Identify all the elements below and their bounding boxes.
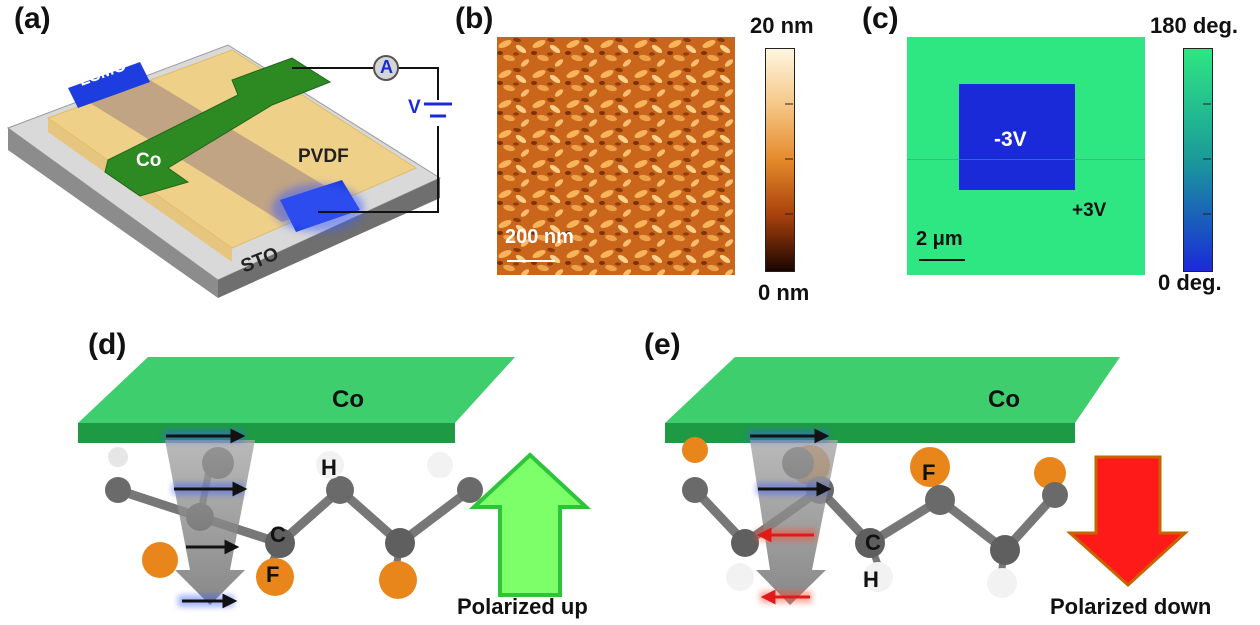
colorbar-b <box>765 48 795 272</box>
carbon-atom <box>855 528 885 558</box>
atom-label-h-d: H <box>321 455 337 480</box>
carbon-atom <box>265 528 295 558</box>
co-slab-front <box>78 423 455 443</box>
ammeter-icon <box>373 55 399 81</box>
afm-topography-image <box>497 37 735 275</box>
co-slab-top <box>78 357 515 423</box>
sto-substrate-front <box>8 128 218 298</box>
fluorine-atom <box>256 558 294 596</box>
scalebar-c-label: 2 μm <box>916 228 963 250</box>
panel-label-a: (a) <box>14 2 51 35</box>
fluorine-atom <box>379 561 417 599</box>
hydrogen-atom <box>316 451 344 479</box>
polarization-down-arrow <box>1066 455 1189 588</box>
co-electrode-label-e: Co <box>988 386 1020 413</box>
colorbar-c-min: 0 deg. <box>1158 270 1222 295</box>
fluorine-atom <box>910 447 950 487</box>
hydrogen-atom <box>427 452 453 478</box>
co-label: Co <box>136 150 162 171</box>
fluorine-atom <box>682 437 708 463</box>
fluorine-atom <box>142 542 178 578</box>
polarized-down-diagram <box>665 357 1189 605</box>
polarized-up-diagram <box>78 357 592 609</box>
pvdf-label: PVDF <box>298 146 349 167</box>
voltage-label: V <box>408 97 421 118</box>
colorbar-b-ticks <box>785 103 793 215</box>
hydrogen-atom <box>726 563 754 591</box>
dipole-arrow <box>750 440 838 605</box>
carbon-atom <box>731 529 759 557</box>
spin-arrows <box>750 428 832 497</box>
co-electrode <box>104 57 332 197</box>
outer-voltage-label: +3V <box>1072 200 1107 221</box>
panel-label-c: (c) <box>862 2 899 35</box>
hydrogen-atom <box>863 562 893 592</box>
carbon-atom <box>385 528 415 558</box>
pfm-phase-image <box>907 37 1145 275</box>
dipole-arrow <box>165 440 255 605</box>
polarized-up-caption: Polarized up <box>457 594 588 619</box>
inner-voltage-label: -3V <box>994 128 1027 151</box>
carbon-atom <box>990 535 1020 565</box>
poled-region <box>959 84 1075 190</box>
colorbar-b-max: 20 nm <box>750 13 814 38</box>
hydrogen-atom <box>987 568 1017 598</box>
lsmo-strip <box>90 80 345 222</box>
carbon-atom <box>682 477 708 503</box>
atom-label-f-e: F <box>922 460 936 485</box>
co-slab-top <box>665 357 1120 423</box>
colorbar-c-ticks <box>1203 103 1211 215</box>
panel-label-d: (d) <box>88 328 127 361</box>
co-electrode-label-d: Co <box>332 386 364 413</box>
polarized-down-caption: Polarized down <box>1050 594 1212 619</box>
carbon-atom <box>925 485 955 515</box>
hydrogen-atom <box>108 447 128 467</box>
carbon-atom <box>457 477 483 503</box>
atom-label-c-e: C <box>865 530 881 555</box>
carbon-atom <box>105 477 131 503</box>
fluorine-atom <box>1034 457 1066 489</box>
scalebar-c <box>919 259 965 261</box>
co-slab-front <box>665 423 1075 443</box>
colorbar-c <box>1183 48 1213 272</box>
polarization-up-arrow <box>468 452 592 597</box>
spin-arrows <box>166 428 248 609</box>
colorbar-b-min: 0 nm <box>758 280 810 305</box>
ammeter-label: A <box>380 57 393 77</box>
carbon-atom <box>1042 482 1068 508</box>
atom-label-h-e: H <box>863 567 879 592</box>
reversed-spin-arrows <box>756 527 814 605</box>
carbon-atom <box>326 476 354 504</box>
atom-label-c-d: C <box>270 522 286 547</box>
scalebar-b-label: 200 nm <box>505 226 574 248</box>
atom-label-f-d: F <box>266 562 280 587</box>
carbon-chain <box>116 483 473 549</box>
lsmo-pad-left <box>68 62 150 108</box>
device-schematic <box>6 44 452 298</box>
colorbar-c-max: 180 deg. <box>1150 13 1239 38</box>
panel-label-b: (b) <box>455 2 494 35</box>
panel-label-e: (e) <box>644 328 681 361</box>
sto-substrate-side <box>218 178 440 298</box>
